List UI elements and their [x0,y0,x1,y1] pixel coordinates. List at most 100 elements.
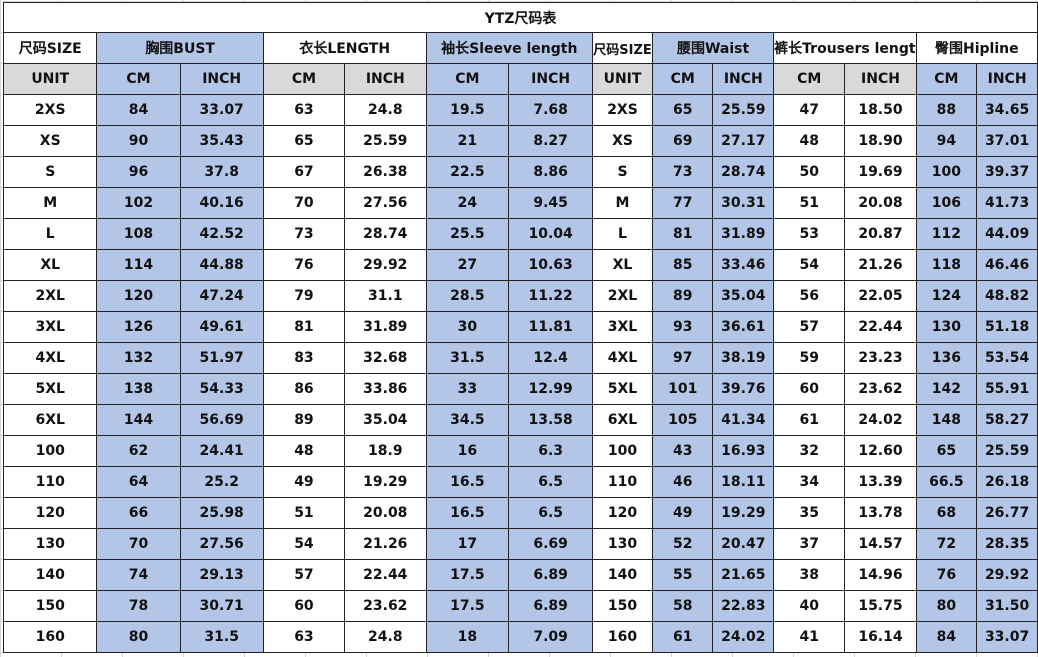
cell[interactable]: 81 [262,311,346,343]
cell[interactable]: 5XL [592,373,653,405]
cell[interactable]: 30 [425,311,510,343]
cell[interactable]: 10.63 [508,249,594,281]
cell[interactable]: 55 [651,559,714,591]
cell[interactable]: 20.47 [712,528,775,560]
cell[interactable]: M [592,187,653,219]
cell[interactable]: 19.5 [425,94,510,126]
cell[interactable]: INCH [508,63,594,95]
cell[interactable]: 33.86 [344,373,427,405]
cell[interactable]: 11.22 [508,280,594,312]
cell[interactable]: 21.65 [712,559,775,591]
cell[interactable]: 31.89 [344,311,427,343]
cell[interactable]: 22.44 [344,559,427,591]
cell[interactable]: 29.92 [976,559,1038,591]
cell[interactable]: 56.69 [179,404,264,436]
cell[interactable]: 126 [96,311,181,343]
cell[interactable]: 40.16 [179,187,264,219]
header-waist[interactable]: 腰围Waist [651,32,775,64]
cell[interactable]: 6.5 [508,497,594,529]
cell[interactable]: 67 [262,156,346,188]
cell[interactable]: 56 [773,280,846,312]
header-bust[interactable]: 胸围BUST [96,32,264,64]
cell[interactable]: 25.59 [344,125,427,157]
cell[interactable]: XL [2,249,98,281]
cell[interactable]: 26.18 [976,466,1038,498]
cell[interactable]: 32.68 [344,342,427,374]
cell[interactable]: 28.74 [712,156,775,188]
cell[interactable]: 73 [262,218,346,250]
cell[interactable]: 130 [915,311,978,343]
cell[interactable]: 49 [651,497,714,529]
cell[interactable]: 68 [915,497,978,529]
cell[interactable]: 130 [2,528,98,560]
cell[interactable]: 29.13 [179,559,264,591]
cell[interactable]: 132 [96,342,181,374]
cell[interactable]: 160 [2,621,98,653]
cell[interactable]: 69 [651,125,714,157]
cell[interactable]: 58 [651,590,714,622]
cell[interactable]: 34.5 [425,404,510,436]
cell[interactable]: 21.26 [344,528,427,560]
cell[interactable]: CM [425,63,510,95]
cell[interactable]: 96 [96,156,181,188]
cell[interactable]: 54 [773,249,846,281]
cell[interactable]: 27.56 [344,187,427,219]
cell[interactable]: 77 [651,187,714,219]
cell[interactable]: INCH [179,63,264,95]
cell[interactable]: 62 [96,435,181,467]
cell[interactable]: 12.99 [508,373,594,405]
cell[interactable]: 81 [651,218,714,250]
cell[interactable]: 100 [915,156,978,188]
cell[interactable]: 47 [773,94,846,126]
cell[interactable]: 13.58 [508,404,594,436]
cell[interactable]: 36.61 [712,311,775,343]
cell[interactable]: 29.92 [344,249,427,281]
header-size-2[interactable]: 尺码SIZE [592,32,653,64]
cell[interactable]: 48.82 [976,280,1038,312]
cell[interactable]: 21.26 [844,249,917,281]
cell[interactable]: 12.4 [508,342,594,374]
cell[interactable]: 150 [592,590,653,622]
cell[interactable]: 70 [262,187,346,219]
cell[interactable]: 44.88 [179,249,264,281]
cell[interactable]: 89 [651,280,714,312]
cell[interactable]: 97 [651,342,714,374]
cell[interactable]: 6.89 [508,559,594,591]
cell[interactable]: 31.50 [976,590,1038,622]
cell[interactable]: 93 [651,311,714,343]
cell[interactable]: 34.65 [976,94,1038,126]
cell[interactable]: 28.35 [976,528,1038,560]
cell[interactable]: 65 [651,94,714,126]
cell[interactable]: 31.1 [344,280,427,312]
cell[interactable]: 80 [96,621,181,653]
cell[interactable]: 32 [773,435,846,467]
cell[interactable]: 6.69 [508,528,594,560]
cell[interactable]: 46.46 [976,249,1038,281]
cell[interactable]: 106 [915,187,978,219]
cell[interactable]: 160 [592,621,653,653]
cell[interactable]: 31.5 [179,621,264,653]
cell[interactable]: CM [773,63,846,95]
cell[interactable]: 2XS [592,94,653,126]
cell[interactable]: 16.14 [844,621,917,653]
cell[interactable]: 24.8 [344,621,427,653]
cell[interactable]: INCH [712,63,775,95]
cell[interactable]: 150 [2,590,98,622]
cell[interactable]: 31.89 [712,218,775,250]
cell[interactable]: 63 [262,621,346,653]
cell[interactable]: 27.17 [712,125,775,157]
cell[interactable]: 61 [651,621,714,653]
cell[interactable]: 25.59 [712,94,775,126]
cell[interactable]: 85 [651,249,714,281]
cell[interactable]: 21 [425,125,510,157]
cell[interactable]: 26.38 [344,156,427,188]
cell[interactable]: 60 [262,590,346,622]
cell[interactable]: 24.8 [344,94,427,126]
cell[interactable]: 55.91 [976,373,1038,405]
cell[interactable]: 38 [773,559,846,591]
cell[interactable]: 37.01 [976,125,1038,157]
cell[interactable]: 108 [96,218,181,250]
cell[interactable]: 6.3 [508,435,594,467]
cell[interactable]: 51.97 [179,342,264,374]
cell[interactable]: 105 [651,404,714,436]
